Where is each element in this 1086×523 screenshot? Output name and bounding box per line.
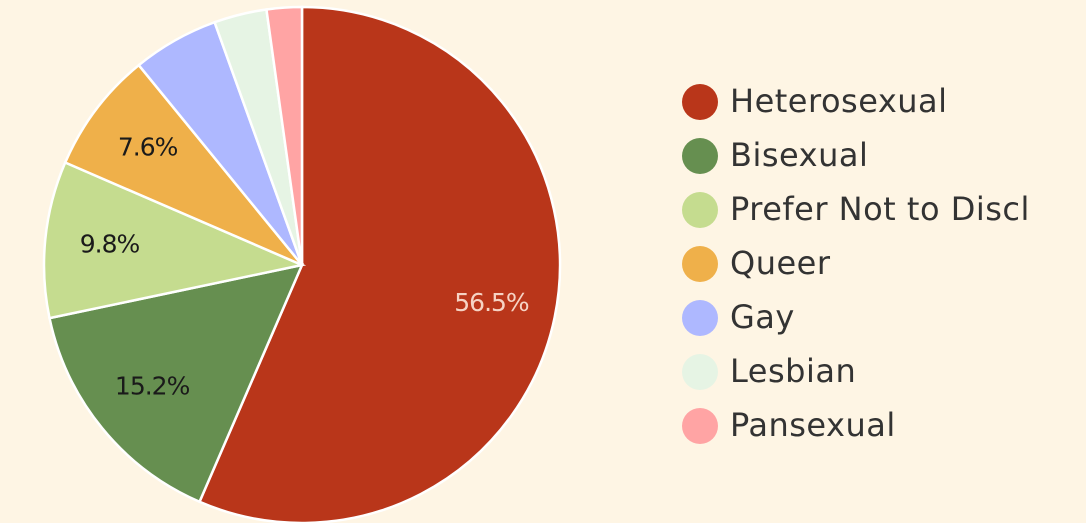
legend-label: Lesbian	[730, 352, 856, 390]
legend-label: Bisexual	[730, 136, 868, 174]
slice-label: 7.6%	[118, 132, 178, 161]
slice-label: 56.5%	[454, 288, 529, 317]
slice-label: 15.2%	[115, 371, 190, 400]
legend-label: Queer	[730, 244, 831, 282]
pie-slice	[48, 263, 305, 504]
legend-swatch	[682, 408, 718, 444]
legend-label: Prefer Not to Discl	[730, 190, 1030, 228]
legend-label: Gay	[730, 298, 795, 336]
pie-slice	[63, 63, 303, 267]
legend-label: Pansexual	[730, 406, 896, 444]
legend-swatch	[682, 300, 718, 336]
pie-slice	[265, 5, 304, 266]
slice-label: 9.8%	[80, 230, 140, 259]
legend-swatch	[682, 84, 718, 120]
legend-swatch	[682, 354, 718, 390]
pie-slice	[197, 5, 562, 523]
legend-swatch	[682, 138, 718, 174]
pie-slice	[42, 160, 307, 320]
legend-swatch	[682, 246, 718, 282]
legend-label: Heterosexual	[730, 82, 948, 120]
legend-swatch	[682, 192, 718, 228]
